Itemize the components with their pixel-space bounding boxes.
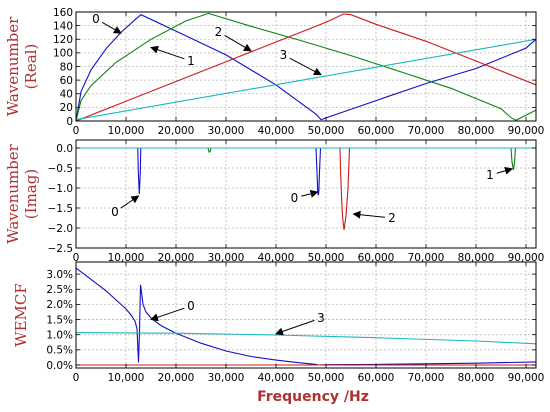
panel-imag-wavenumber: −2.5 −2.0 −1.5 −1.0 −0.5 0.0 0 10,000 20,000 30,0… bbox=[4, 139, 545, 264]
y-tick-label: 160 bbox=[53, 7, 73, 19]
y-axis-label: (Real) bbox=[22, 44, 40, 90]
x-tick-label: 70,000 bbox=[408, 252, 445, 264]
annotation-label-3: 3 bbox=[317, 311, 325, 325]
x-tick-label: 50,000 bbox=[308, 372, 345, 384]
annotation-label-1: 1 bbox=[187, 54, 195, 68]
x-tick-label: 0 bbox=[73, 372, 80, 384]
annotation-label-0: 0 bbox=[187, 299, 195, 313]
annotation-arrow bbox=[224, 34, 252, 52]
x-tick-label: 10,000 bbox=[108, 372, 145, 384]
x-tick-label: 40,000 bbox=[258, 125, 295, 137]
x-tick-label: 90,000 bbox=[508, 252, 545, 264]
x-tick-label: 20,000 bbox=[158, 372, 195, 384]
y-tick-label: 60 bbox=[60, 75, 73, 87]
annotation-arrow bbox=[101, 21, 122, 34]
annotation-arrow bbox=[150, 307, 185, 322]
y-tick-label: −1.5 bbox=[48, 203, 74, 215]
x-tick-label: 60,000 bbox=[358, 372, 395, 384]
y-axis-label: Wavenumber bbox=[4, 143, 22, 243]
y-tick-label: −2.0 bbox=[48, 223, 74, 235]
series-line-3 bbox=[76, 332, 536, 345]
annotation-label-0: 0 bbox=[111, 205, 119, 219]
x-tick-label: 50,000 bbox=[308, 125, 345, 137]
x-tick-label: 40,000 bbox=[258, 252, 295, 264]
annotation-label-3: 3 bbox=[280, 48, 288, 62]
y-tick-label: 0.0 bbox=[56, 143, 73, 155]
x-tick-label: 60,000 bbox=[358, 125, 395, 137]
plot-frame bbox=[75, 261, 537, 369]
x-tick-label: 30,000 bbox=[208, 252, 245, 264]
x-tick-label: 20,000 bbox=[158, 252, 195, 264]
x-tick-label: 0 bbox=[73, 125, 80, 137]
x-tick-label: 30,000 bbox=[208, 125, 245, 137]
series-line-0 bbox=[76, 14, 536, 121]
y-axis-label: WEMCF bbox=[12, 283, 30, 347]
x-tick-label: 30,000 bbox=[208, 372, 245, 384]
x-tick-label: 90,000 bbox=[508, 372, 545, 384]
x-tick-label: 80,000 bbox=[458, 372, 495, 384]
series-line-1 bbox=[76, 12, 536, 121]
y-tick-label: −2.5 bbox=[48, 243, 74, 255]
y-tick-label: 3.0% bbox=[46, 269, 73, 281]
y-tick-label: 20 bbox=[60, 102, 73, 114]
y-tick-label: 1.5% bbox=[46, 314, 73, 326]
y-tick-label: 0 bbox=[66, 116, 73, 128]
annotation-arrow bbox=[120, 195, 140, 209]
annotation-arrow bbox=[496, 166, 513, 175]
x-tick-label: 20,000 bbox=[158, 125, 195, 137]
x-tick-label: 10,000 bbox=[108, 252, 145, 264]
series-line-1 bbox=[76, 147, 536, 171]
series-line-2 bbox=[76, 147, 536, 231]
x-tick-label: 70,000 bbox=[408, 125, 445, 137]
annotation-arrow bbox=[150, 45, 185, 60]
annotation-label-2: 2 bbox=[388, 211, 396, 225]
series-line-2 bbox=[76, 13, 536, 121]
y-tick-label: 1.0% bbox=[46, 329, 73, 341]
series-line-0 bbox=[76, 267, 536, 366]
x-tick-label: 10,000 bbox=[108, 125, 145, 137]
y-axis-label: Wavenumber bbox=[4, 16, 22, 116]
annotation-label-1: 1 bbox=[486, 168, 494, 182]
annotation-label-0: 0 bbox=[291, 191, 299, 205]
y-tick-label: 0.5% bbox=[46, 345, 73, 357]
y-tick-label: −0.5 bbox=[48, 163, 74, 175]
annotation-label-0: 0 bbox=[92, 12, 100, 26]
series-line-3 bbox=[76, 38, 536, 121]
x-tick-label: 50,000 bbox=[308, 252, 345, 264]
annotation-arrow bbox=[352, 210, 386, 219]
x-tick-label: 80,000 bbox=[458, 252, 495, 264]
y-tick-label: 140 bbox=[53, 20, 73, 32]
x-tick-label: 0 bbox=[73, 252, 80, 264]
plot-frame bbox=[75, 139, 537, 249]
annotation-label-2: 2 bbox=[215, 25, 223, 39]
annotation-arrow bbox=[275, 319, 315, 336]
y-tick-label: 2.0% bbox=[46, 299, 73, 311]
y-tick-label: 40 bbox=[60, 89, 73, 101]
y-tick-label: −1.0 bbox=[48, 183, 74, 195]
y-tick-label: 0.0% bbox=[46, 360, 73, 372]
annotation-arrow bbox=[301, 189, 319, 198]
y-tick-label: 100 bbox=[53, 48, 73, 60]
x-tick-label: 60,000 bbox=[358, 252, 395, 264]
y-axis-label: (Imag) bbox=[22, 169, 40, 219]
annotation-arrow bbox=[289, 57, 322, 76]
y-tick-label: 120 bbox=[53, 34, 73, 46]
x-tick-label: 80,000 bbox=[458, 125, 495, 137]
y-tick-label: 2.5% bbox=[46, 284, 73, 296]
panel-wemcf: 0.0% 0.5% 1.0% 1.5% 2.0% 2.5% 3.0% 0 10,000 20,00… bbox=[12, 261, 545, 384]
x-tick-label: 70,000 bbox=[408, 372, 445, 384]
x-tick-label: 40,000 bbox=[258, 372, 295, 384]
y-tick-label: 80 bbox=[60, 61, 73, 73]
x-axis-label: Frequency /Hz bbox=[257, 389, 369, 405]
x-tick-label: 90,000 bbox=[508, 125, 545, 137]
